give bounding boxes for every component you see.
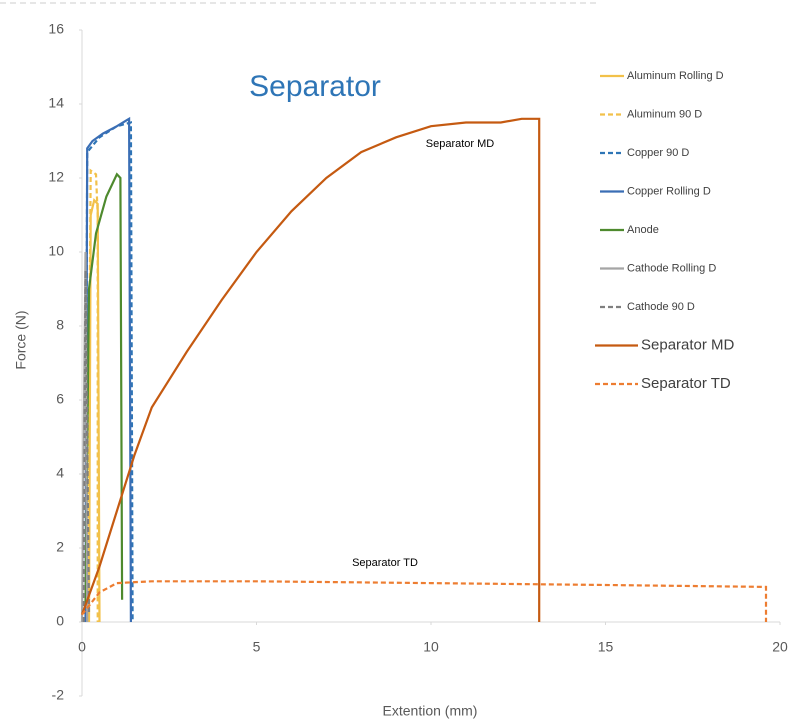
annotation: Separator MD [426, 138, 495, 150]
legend-label: Copper 90 D [627, 147, 689, 159]
y-tick-label: 4 [56, 465, 64, 481]
y-tick-label: -2 [52, 687, 65, 703]
x-tick-label: 0 [78, 639, 86, 655]
series-line [82, 270, 91, 623]
y-tick-label: 6 [56, 391, 64, 407]
legend-label: Separator MD [641, 336, 735, 353]
chart-title: Separator [249, 70, 381, 103]
y-tick-label: 14 [48, 95, 64, 111]
annotation: Separator TD [352, 557, 418, 569]
y-tick-label: 10 [48, 243, 64, 259]
series-line [84, 121, 134, 623]
legend-label: Cathode Rolling D [627, 262, 716, 274]
x-tick-label: 20 [772, 639, 788, 655]
y-tick-label: 8 [56, 317, 64, 333]
legend-label: Copper Rolling D [627, 185, 711, 197]
legend-label: Cathode 90 D [627, 301, 695, 313]
x-tick-label: 15 [598, 639, 614, 655]
series-line [84, 116, 132, 623]
legend-label: Aluminum Rolling D [627, 70, 724, 82]
legend-label: Separator TD [641, 375, 731, 392]
x-tick-label: 10 [423, 639, 439, 655]
y-tick-label: 2 [56, 539, 64, 555]
y-tick-label: 16 [48, 21, 64, 37]
x-tick-label: 5 [253, 639, 261, 655]
series-line [81, 580, 768, 622]
y-tick-label: 12 [48, 169, 64, 185]
series-line [80, 251, 89, 623]
series-line [80, 117, 541, 622]
legend-label: Aluminum 90 D [627, 108, 702, 120]
x-axis-label: Extention (mm) [383, 703, 478, 719]
y-tick-label: 0 [56, 613, 64, 629]
y-axis-label: Force (N) [13, 310, 29, 369]
legend-label: Anode [627, 224, 659, 236]
series-line [84, 172, 124, 604]
